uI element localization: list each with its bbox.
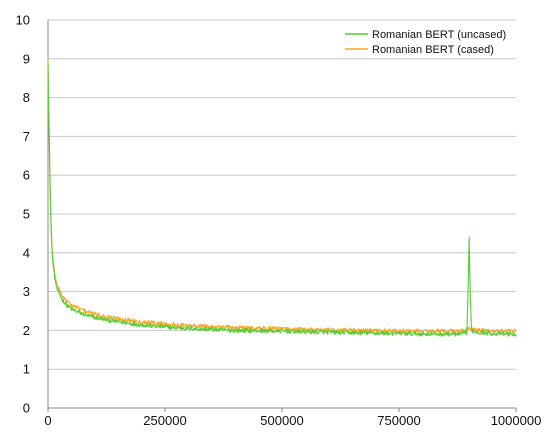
x-tick-label: 500000	[260, 413, 303, 428]
y-tick-label: 8	[23, 90, 30, 105]
y-tick-label: 4	[23, 245, 30, 260]
x-tick-label: 1000000	[491, 413, 542, 428]
y-tick-label: 7	[23, 129, 30, 144]
axes	[47, 20, 517, 412]
y-tick-label: 6	[23, 168, 30, 183]
y-tick-label: 1	[23, 362, 30, 377]
x-tick-label: 250000	[143, 413, 186, 428]
x-tick-labels: 0 250000 500000 750000 1000000	[44, 413, 541, 428]
x-tick-label: 750000	[377, 413, 420, 428]
y-tick-label: 0	[23, 401, 30, 416]
series-line-uncased	[47, 63, 517, 337]
legend: Romanian BERT (uncased) Romanian BERT (ca…	[345, 29, 506, 56]
x-tick-label: 0	[44, 413, 51, 428]
y-tick-label: 10	[16, 13, 30, 28]
y-tick-labels: 0 1 2 3 4 5 6 7 8 9 10	[16, 13, 30, 416]
series-lines	[47, 58, 517, 337]
legend-label: Romanian BERT (cased)	[372, 44, 494, 56]
y-tick-label: 9	[23, 51, 30, 66]
y-tick-label: 5	[23, 207, 30, 222]
y-tick-label: 2	[23, 323, 30, 338]
grid-lines	[48, 19, 516, 370]
legend-label: Romanian BERT (uncased)	[372, 29, 506, 41]
y-tick-label: 3	[23, 284, 30, 299]
